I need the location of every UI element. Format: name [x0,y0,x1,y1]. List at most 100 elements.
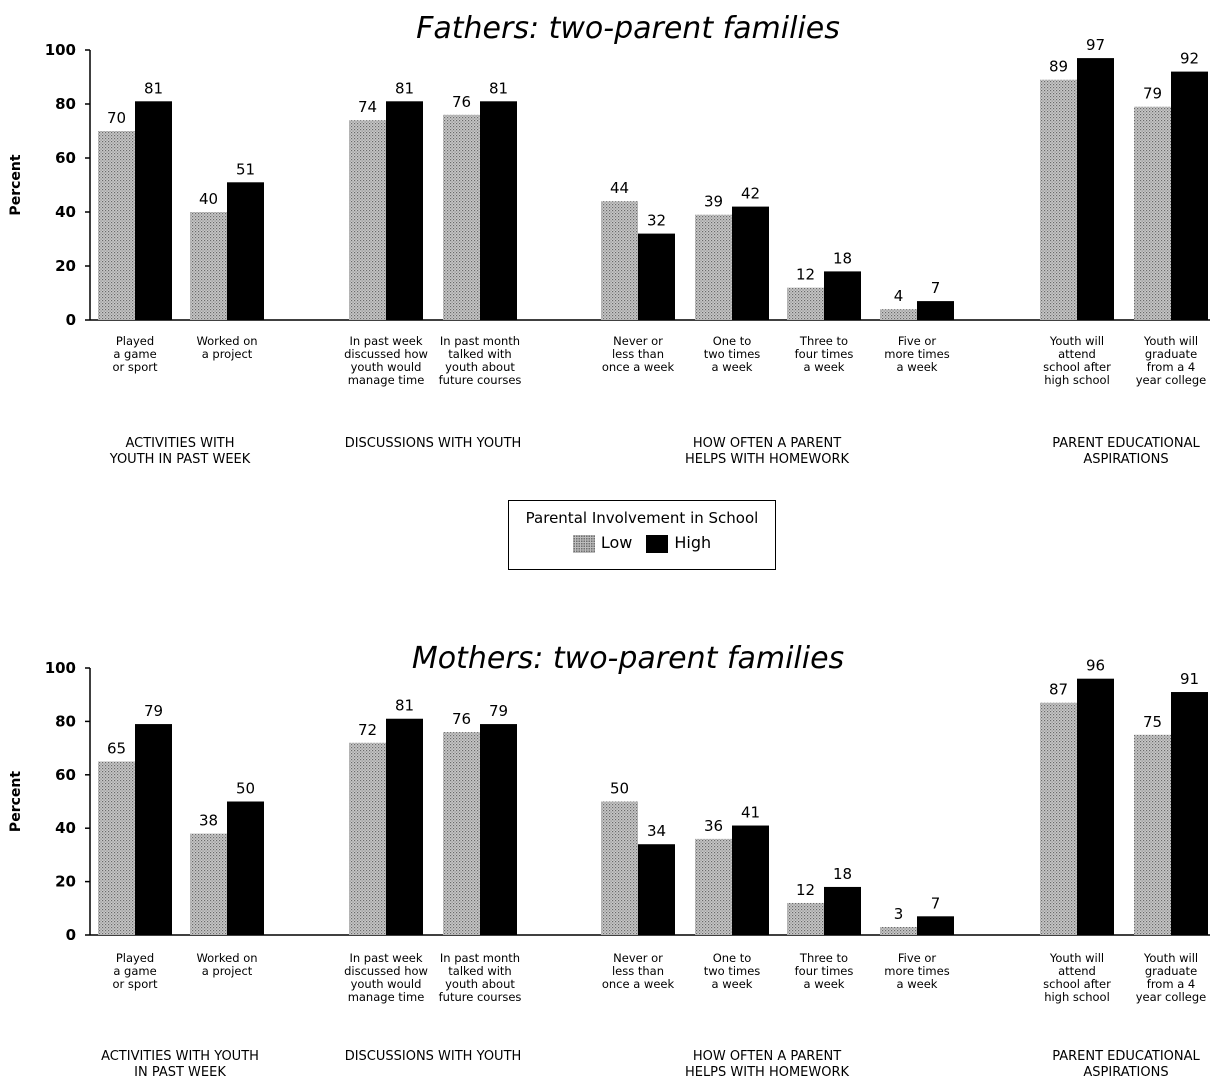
mothers-bar-low [190,833,227,935]
fathers-y-axis-label: Percent [8,154,24,215]
mothers-value-label-low: 50 [610,780,629,798]
mothers-category-label: Worked on a project [196,951,257,978]
mothers-value-label-high: 79 [489,702,508,720]
mothers-value-label-low: 12 [796,881,815,899]
mothers-bar-high [917,916,954,935]
fathers-bar-high [227,182,264,320]
mothers-value-label-low: 72 [358,721,377,739]
fathers-value-label-low: 74 [358,98,377,116]
fathers-value-label-low: 44 [610,179,629,197]
mothers-bar-high [824,886,861,935]
mothers-value-label-high: 34 [647,822,666,840]
mothers-category-label: One to two times a week [704,951,761,991]
fathers-category-label: Youth will graduate from a 4 year college [1136,334,1207,387]
fathers-bar-high [386,101,423,320]
mothers-value-label-low: 36 [704,817,723,835]
mothers-value-label-high: 79 [144,702,163,720]
legend-label-high: High [674,533,712,552]
mothers-value-label-low: 3 [894,905,904,923]
mothers-y-tick-label: 60 [55,766,76,784]
fathers-y-tick-label: 20 [55,257,76,275]
fathers-value-label-low: 76 [452,93,471,111]
mothers-category-label: Youth will attend school after high school [1043,951,1111,1004]
mothers-bar-low [880,926,917,935]
fathers-value-label-low: 70 [107,109,126,127]
mothers-bar-high [227,801,264,935]
mothers-group-label: HOW OFTEN A PARENT HELPS WITH HOMEWORK [685,1049,850,1080]
mothers-value-label-high: 96 [1086,657,1105,675]
mothers-value-label-low: 38 [199,812,218,830]
fathers-y-tick-label: 80 [55,95,76,113]
fathers-bar-low [443,114,480,320]
mothers-y-tick-label: 80 [55,712,76,730]
mothers-bar-low [601,801,638,935]
fathers-bar-high [917,301,954,320]
mothers-value-label-high: 41 [741,804,760,822]
fathers-value-label-high: 7 [931,279,941,297]
fathers-bar-high [135,101,172,320]
mothers-group-label: PARENT EDUCATIONAL ASPIRATIONS [1052,1049,1200,1080]
fathers-bar-low [190,212,227,320]
mothers-category-label: In past month talked with youth about futur… [439,951,522,1004]
fathers-category-label: Three to four times a week [795,334,854,374]
fathers-bar-low [1040,79,1077,320]
fathers-group-label: DISCUSSIONS WITH YOUTH [345,436,522,451]
fathers-bar-high [1077,58,1114,320]
mothers-value-label-high: 91 [1180,670,1199,688]
legend-item-low: Low [572,533,633,553]
mothers-bar-low [787,902,824,935]
fathers-value-label-low: 89 [1049,58,1068,76]
fathers-category-label: Five or more times a week [884,334,949,374]
fathers-y-tick-label: 0 [66,311,76,329]
fathers-group-label: PARENT EDUCATIONAL ASPIRATIONS [1052,436,1200,467]
fathers-value-label-high: 81 [144,79,163,97]
fathers-group-label: ACTIVITIES WITH YOUTH IN PAST WEEK [109,436,251,467]
fathers-value-label-low: 39 [704,193,723,211]
fathers-y-tick-label: 60 [55,149,76,167]
fathers-group-label: HOW OFTEN A PARENT HELPS WITH HOMEWORK [685,436,850,467]
mothers-bar-low [695,838,732,935]
fathers-value-label-low: 12 [796,266,815,284]
fathers-category-label: Youth will attend school after high school [1043,334,1111,387]
fathers-category-label: Never or less than once a week [602,334,675,374]
legend-label-low: Low [600,533,633,552]
fathers-bar-high [1171,71,1208,320]
legend-swatch-low [572,534,595,553]
fathers-category-label: Played a game or sport [113,334,158,374]
fathers-bar-low [787,287,824,320]
fathers-value-label-high: 92 [1180,50,1199,68]
mothers-bar-low [1040,702,1077,935]
fathers-bar-low [695,214,732,320]
fathers-value-label-high: 51 [236,160,255,178]
mothers-y-axis-label: Percent [8,771,24,832]
mothers-category-label: Never or less than once a week [602,951,675,991]
fathers-value-label-high: 81 [489,79,508,97]
legend: Parental Involvement in School Low High [508,500,776,570]
mothers-value-label-high: 50 [236,780,255,798]
fathers-bar-high [480,101,517,320]
mothers-category-label: Played a game or sport [113,951,158,991]
fathers-bar-high [732,206,769,320]
mothers-value-label-low: 76 [452,710,471,728]
mothers-value-label-high: 81 [395,697,414,715]
fathers-bar-low [1134,106,1171,320]
fathers-bar-low [880,309,917,320]
mothers-value-label-high: 7 [931,894,941,912]
fathers-chart-title: Fathers: two-parent families [416,11,840,46]
fathers-value-label-high: 97 [1086,36,1105,54]
mothers-bar-high [135,724,172,935]
fathers-value-label-high: 42 [741,185,760,203]
mothers-bar-high [480,724,517,935]
fathers-y-tick-label: 40 [55,203,76,221]
mothers-bar-high [386,718,423,935]
mothers-y-tick-label: 100 [45,659,76,677]
legend-title: Parental Involvement in School [525,509,759,527]
fathers-bar-low [601,201,638,320]
mothers-bar-low [349,742,386,935]
mothers-bar-high [1171,692,1208,935]
legend-swatch-high [646,534,669,553]
fathers-y-tick-label: 100 [45,41,76,59]
mothers-category-label: Youth will graduate from a 4 year college [1136,951,1207,1004]
mothers-group-label: DISCUSSIONS WITH YOUTH [345,1049,522,1064]
